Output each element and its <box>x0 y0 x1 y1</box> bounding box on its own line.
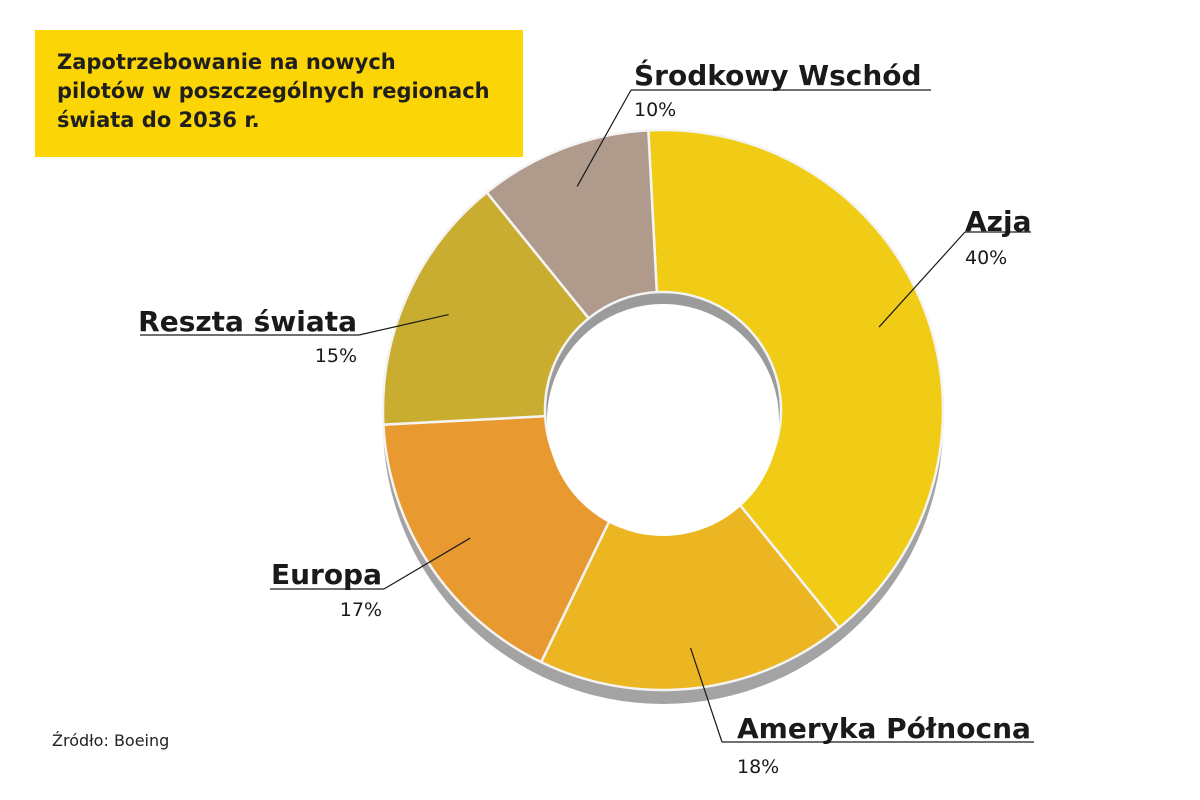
slice-label-azja: Azja <box>965 205 1031 238</box>
slice-value-srodkowy-wschod: 10% <box>634 99 676 121</box>
leader-line-ameryka-polnocna <box>689 647 723 743</box>
slice-label-europa: Europa <box>271 558 382 591</box>
slice-label-ameryka-polnocna: Ameryka Północna <box>737 712 1031 745</box>
leader-line-srodkowy-wschod <box>576 89 632 187</box>
leader-line-europa <box>383 537 471 590</box>
chart-title-line-2: pilotów w poszczególnych regionach <box>57 79 490 103</box>
chart-title-line-3: świata do 2036 r. <box>57 108 260 132</box>
slice-label-reszta-swiata: Reszta świata <box>138 305 357 338</box>
slice-reszta-swiata <box>381 191 590 426</box>
chart-title-box: Zapotrzebowanie na nowych pilotów w posz… <box>35 30 523 157</box>
source-note: Źródło: Boeing <box>52 731 170 750</box>
slice-value-ameryka-polnocna: 18% <box>737 756 779 778</box>
slice-srodkowy-wschod <box>485 129 659 320</box>
donut-hole <box>547 304 779 536</box>
slice-label-srodkowy-wschod: Środkowy Wschód <box>634 58 922 92</box>
leader-line-azja <box>878 231 966 328</box>
leader-line-reszta-swiata <box>358 313 449 336</box>
slice-value-reszta-swiata: 15% <box>315 345 357 367</box>
slice-azja <box>647 128 945 629</box>
slice-value-azja: 40% <box>965 247 1007 269</box>
slice-value-europa: 17% <box>340 599 382 621</box>
chart-title-line-1: Zapotrzebowanie na nowych <box>57 50 396 74</box>
